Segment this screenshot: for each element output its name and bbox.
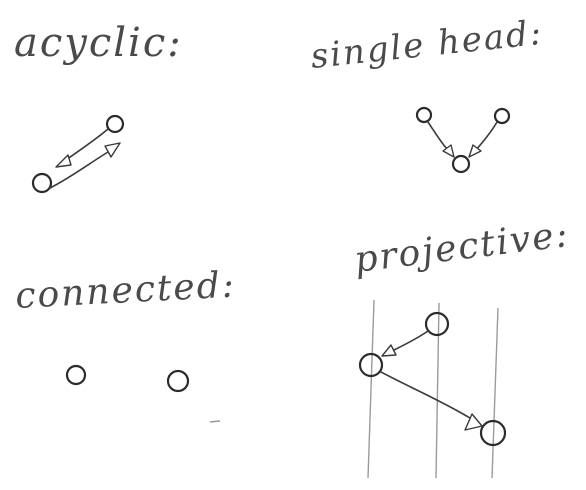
node-acyclic-a bbox=[105, 114, 125, 134]
node-acyclic-b bbox=[31, 172, 53, 194]
projection-line-3 bbox=[491, 307, 499, 479]
edge-single-head-left bbox=[427, 121, 449, 151]
stray-pencil-mark bbox=[209, 420, 221, 423]
panel-acyclic: acyclic: bbox=[14, 20, 183, 194]
node-single-head-bottom bbox=[451, 154, 471, 174]
label-connected: connected: bbox=[14, 264, 236, 316]
arrowhead-projective-middle-bottom bbox=[464, 413, 483, 431]
node-connected-b bbox=[166, 369, 190, 393]
arrowhead-single-head-left bbox=[442, 144, 455, 158]
arrowhead-single-head-right bbox=[468, 144, 482, 158]
node-single-head-right bbox=[493, 107, 511, 125]
arrowhead-acyclic-down bbox=[55, 154, 72, 168]
arrowhead-acyclic-up bbox=[104, 142, 121, 158]
node-projective-bottom bbox=[479, 419, 507, 447]
label-single-head: single head: bbox=[309, 13, 545, 77]
label-acyclic: acyclic: bbox=[14, 20, 183, 66]
edge-acyclic-up bbox=[49, 151, 109, 189]
node-single-head-left bbox=[415, 106, 433, 124]
node-projective-middle bbox=[358, 352, 384, 378]
edge-acyclic-down bbox=[65, 128, 109, 161]
panel-projective: projective: bbox=[352, 214, 572, 479]
panel-single-head: single head: bbox=[309, 13, 545, 174]
label-projective: projective: bbox=[352, 214, 572, 281]
edge-projective-top-middle bbox=[389, 330, 429, 353]
panel-connected: connected: bbox=[14, 264, 237, 393]
projection-line-2 bbox=[435, 302, 440, 479]
node-connected-a bbox=[65, 364, 87, 386]
arrowhead-projective-top-middle bbox=[381, 344, 397, 357]
node-projective-top bbox=[424, 311, 450, 337]
edge-single-head-right bbox=[475, 121, 498, 151]
edge-projective-middle-bottom bbox=[380, 371, 471, 419]
projection-line-1 bbox=[367, 299, 375, 479]
